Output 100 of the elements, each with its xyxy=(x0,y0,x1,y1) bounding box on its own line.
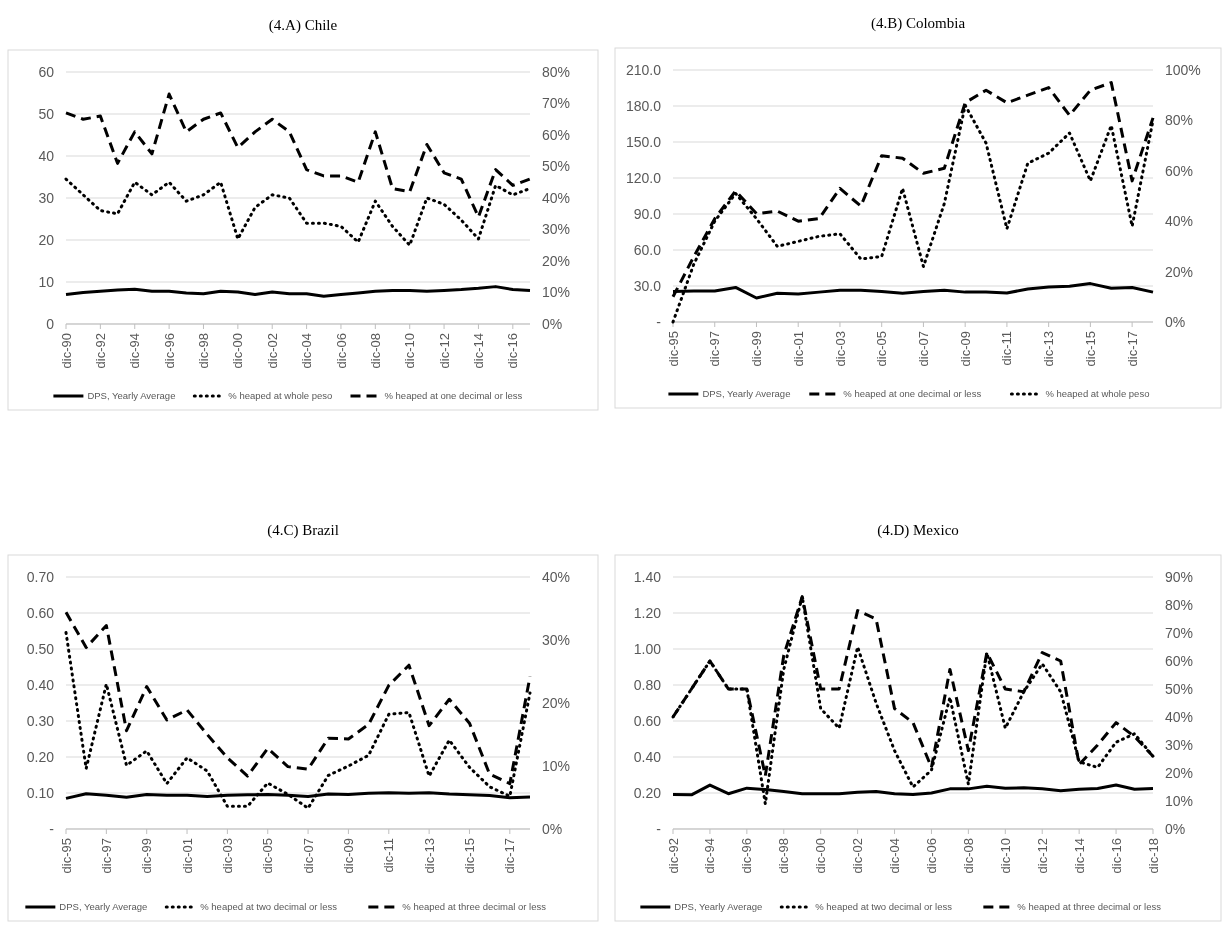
x-tick-label: dic-95 xyxy=(665,331,681,367)
x-tick-label: dic-16 xyxy=(505,333,521,369)
chart-title: (4.C) Brazil xyxy=(267,522,339,539)
x-tick-label: dic-92 xyxy=(665,838,681,874)
y2-tick-label: 30% xyxy=(1165,736,1194,753)
x-tick-label: dic-05 xyxy=(260,838,276,874)
x-tick-label: dic-03 xyxy=(832,331,848,367)
y-tick-label: 40 xyxy=(38,147,55,164)
x-tick-label: dic-98 xyxy=(196,333,212,369)
y-tick-label: 20 xyxy=(38,231,55,248)
y-tick-label: 120.0 xyxy=(625,169,662,186)
y2-tick-label: 50% xyxy=(542,158,571,175)
y-tick-label: 1.00 xyxy=(633,640,662,657)
y-tick-label: 1.40 xyxy=(633,568,662,585)
y-tick-label: 0.70 xyxy=(26,568,55,585)
legend-label: % heaped at two decimal or less xyxy=(200,901,338,913)
x-tick-label: dic-09 xyxy=(957,331,973,367)
y2-tick-label: 80% xyxy=(1165,596,1194,613)
legend-label: % heaped at three decimal or less xyxy=(402,901,547,913)
legend-label: DPS, Yearly Average xyxy=(87,390,176,402)
y2-tick-label: 40% xyxy=(1165,213,1194,230)
x-tick-label: dic-00 xyxy=(813,838,829,874)
x-tick-label: dic-01 xyxy=(790,331,806,367)
x-tick-label: dic-07 xyxy=(915,331,931,367)
x-tick-label: dic-02 xyxy=(850,838,866,874)
y2-tick-label: 20% xyxy=(1165,263,1194,280)
legend-label: DPS, Yearly Average xyxy=(674,901,763,913)
y2-tick-label: 70% xyxy=(542,95,571,112)
legend-label: % heaped at whole peso xyxy=(228,390,333,402)
y-tick-label: - xyxy=(49,820,55,837)
y2-tick-label: 60% xyxy=(542,126,571,143)
x-tick-label: dic-14 xyxy=(470,333,486,369)
legend-label: % heaped at one decimal or less xyxy=(843,388,982,400)
x-tick-label: dic-01 xyxy=(179,838,195,874)
y-tick-label: 0.30 xyxy=(26,712,55,729)
y-tick-label: 0.40 xyxy=(633,748,662,765)
y-tick-label: 0.60 xyxy=(633,712,662,729)
y2-tick-label: 40% xyxy=(1165,708,1194,725)
x-tick-label: dic-10 xyxy=(997,838,1013,874)
x-tick-label: dic-99 xyxy=(749,331,765,367)
y-tick-label: 0.20 xyxy=(26,748,55,765)
y2-tick-label: 10% xyxy=(542,284,571,301)
x-tick-label: dic-15 xyxy=(462,838,478,874)
x-tick-label: dic-14 xyxy=(1071,838,1087,874)
y2-tick-label: 50% xyxy=(1165,680,1194,697)
x-tick-label: dic-12 xyxy=(436,333,452,369)
x-tick-label: dic-15 xyxy=(1082,331,1098,367)
x-tick-label: dic-03 xyxy=(219,838,235,874)
y-tick-label: 0.20 xyxy=(633,784,662,801)
y-tick-label: 60 xyxy=(38,63,55,80)
y2-tick-label: 10% xyxy=(1165,792,1194,809)
y-tick-label: 180.0 xyxy=(625,97,662,114)
y2-tick-label: 80% xyxy=(542,63,571,80)
y-tick-label: 0.50 xyxy=(26,640,55,657)
x-tick-label: dic-13 xyxy=(421,838,437,874)
x-tick-label: dic-18 xyxy=(1145,838,1161,874)
y2-tick-label: 90% xyxy=(1165,568,1194,585)
legend-label: % heaped at one decimal or less xyxy=(384,390,523,402)
y2-tick-label: 80% xyxy=(1165,112,1194,129)
y2-tick-label: 30% xyxy=(542,221,571,238)
x-tick-label: dic-09 xyxy=(340,838,356,874)
x-tick-label: dic-96 xyxy=(739,838,755,874)
y2-tick-label: 60% xyxy=(1165,162,1194,179)
x-tick-label: dic-13 xyxy=(1041,331,1057,367)
y-tick-label: 210.0 xyxy=(625,61,662,78)
x-tick-label: dic-12 xyxy=(1034,838,1050,874)
y-tick-label: - xyxy=(656,820,662,837)
chart-title: (4.D) Mexico xyxy=(877,522,959,539)
x-tick-label: dic-97 xyxy=(98,838,114,874)
y-tick-label: 150.0 xyxy=(625,133,662,150)
y2-tick-label: 0% xyxy=(1165,820,1186,837)
y2-tick-label: 0% xyxy=(1165,313,1186,330)
y-tick-label: 30 xyxy=(38,189,55,206)
x-tick-label: dic-90 xyxy=(58,333,74,369)
x-tick-label: dic-05 xyxy=(874,331,890,367)
x-tick-label: dic-00 xyxy=(230,333,246,369)
x-tick-label: dic-08 xyxy=(960,838,976,874)
y2-tick-label: 0% xyxy=(542,315,563,332)
x-tick-label: dic-08 xyxy=(367,333,383,369)
y-tick-label: 90.0 xyxy=(633,205,662,222)
x-tick-label: dic-95 xyxy=(58,838,74,874)
y2-tick-label: 20% xyxy=(542,694,571,711)
x-tick-label: dic-17 xyxy=(502,838,518,874)
y2-tick-label: 0% xyxy=(542,820,563,837)
x-tick-label: dic-99 xyxy=(139,838,155,874)
legend-label: DPS, Yearly Average xyxy=(59,901,148,913)
y2-tick-label: 40% xyxy=(542,189,571,206)
y2-tick-label: 40% xyxy=(542,568,571,585)
chart-title: (4.A) Chile xyxy=(268,17,338,34)
x-tick-label: dic-92 xyxy=(92,333,108,369)
y-tick-label: 1.20 xyxy=(633,604,662,621)
legend-label: % heaped at whole peso xyxy=(1045,388,1150,400)
y-tick-label: 0.40 xyxy=(26,676,55,693)
x-tick-label: dic-04 xyxy=(299,333,315,369)
x-tick-label: dic-07 xyxy=(300,838,316,874)
y-tick-label: 50 xyxy=(38,105,55,122)
x-tick-label: dic-16 xyxy=(1108,838,1124,874)
x-tick-label: dic-17 xyxy=(1124,331,1140,367)
x-tick-label: dic-98 xyxy=(776,838,792,874)
y-tick-label: 0.60 xyxy=(26,604,55,621)
